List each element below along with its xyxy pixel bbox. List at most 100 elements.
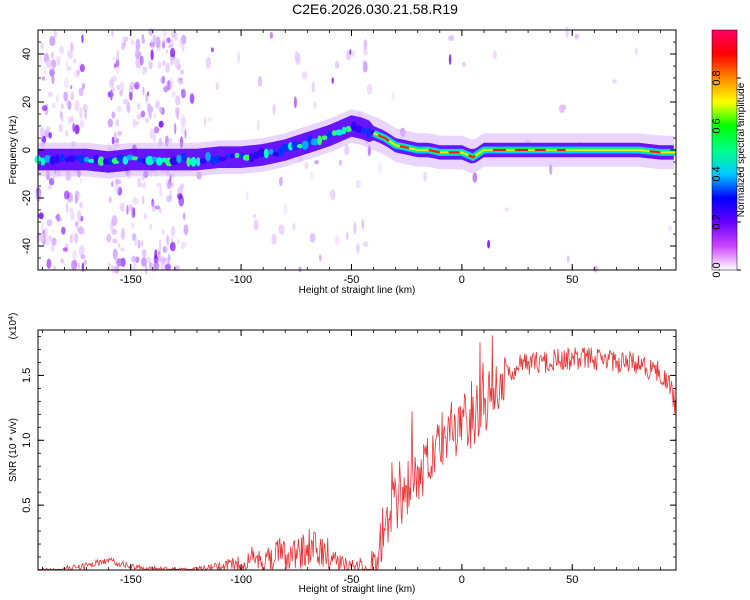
noise-speckle — [566, 255, 570, 263]
ridge-peak-segment — [468, 154, 476, 159]
noise-speckle — [112, 238, 118, 244]
noise-speckle — [166, 234, 170, 246]
noise-speckle — [174, 58, 181, 70]
spectrogram-x-axis-title: Height of straight line (km) — [299, 285, 416, 296]
colorbar: 0.0 0.2 0.4 0.6 0.8 Normalized spectral ampl… — [711, 29, 747, 278]
noise-speckle — [461, 61, 466, 67]
noise-speckle — [184, 129, 187, 139]
noise-speckle — [159, 185, 163, 198]
noise-speckle — [109, 78, 115, 88]
noise-speckle — [309, 232, 316, 243]
noise-speckle — [141, 175, 145, 181]
colorbar-tick-label: 0.0 — [711, 262, 723, 277]
noise-speckle — [110, 181, 114, 187]
noise-speckle — [149, 106, 154, 113]
noise-speckle — [161, 75, 165, 85]
noise-speckle — [83, 259, 88, 265]
noise-speckle — [159, 78, 163, 83]
noise-speckle — [612, 79, 617, 84]
noise-speckle — [362, 58, 366, 68]
noise-speckle — [128, 91, 133, 101]
spectrogram-y-tick-label: -20 — [21, 190, 33, 206]
noise-speckle — [38, 233, 45, 242]
noise-speckle — [162, 245, 168, 253]
noise-speckle — [170, 47, 176, 58]
noise-speckle — [65, 60, 68, 67]
ridge-blob — [186, 157, 191, 167]
spectrogram-y-tick-label: 0 — [21, 147, 33, 153]
noise-speckle — [177, 76, 180, 83]
spectrogram-y-tick-label: 40 — [21, 48, 33, 60]
noise-speckle — [170, 225, 176, 237]
noise-speckle — [487, 239, 491, 249]
noise-speckle — [69, 234, 73, 244]
ridge-blob — [210, 155, 216, 165]
noise-speckle — [111, 265, 116, 274]
ridge-blob — [116, 154, 125, 162]
noise-speckle — [79, 119, 85, 129]
noise-speckle — [107, 262, 111, 269]
noise-speckle — [139, 55, 144, 66]
noise-speckle — [355, 243, 360, 254]
noise-speckle — [45, 58, 52, 68]
noise-speckle — [126, 102, 131, 114]
spectrogram-panel: -150 -100 -50 0 50 -40 -20 0 20 40 Height of str… — [8, 26, 677, 296]
ridge-blob — [131, 156, 139, 161]
noise-speckle — [189, 93, 195, 104]
noise-speckle — [472, 172, 478, 183]
noise-speckle — [159, 106, 163, 114]
noise-speckle — [49, 235, 52, 242]
noise-speckle — [79, 106, 83, 119]
noise-speckle — [131, 255, 136, 263]
ridge-blob — [87, 158, 95, 163]
noise-speckle — [107, 118, 113, 128]
snr-y-tick-label: 0.5 — [21, 497, 33, 512]
spectral-ridge — [34, 109, 676, 179]
ridge-blob — [49, 156, 56, 165]
noise-speckle — [183, 224, 189, 236]
noise-speckle — [67, 49, 70, 56]
noise-speckle — [492, 50, 497, 60]
noise-speckle — [362, 60, 368, 73]
noise-speckle — [41, 105, 48, 112]
noise-speckle — [77, 262, 80, 269]
ridge-blob — [268, 148, 274, 155]
noise-speckle — [63, 91, 68, 102]
noise-speckle — [159, 239, 162, 250]
noise-speckle — [165, 49, 168, 54]
noise-speckle — [116, 258, 123, 267]
noise-speckle — [44, 226, 48, 238]
noise-speckle — [140, 110, 146, 118]
snr-line — [38, 335, 676, 571]
noise-speckle — [145, 256, 152, 264]
noise-speckle — [79, 64, 85, 73]
noise-speckle — [111, 215, 118, 227]
noise-speckle — [169, 242, 176, 252]
noise-speckle — [257, 75, 263, 87]
noise-speckle — [161, 41, 166, 49]
noise-speckle — [136, 102, 141, 110]
snr-frame — [37, 329, 677, 571]
ridge-blob — [196, 157, 201, 167]
ridge-blob — [366, 127, 371, 138]
noise-speckle — [46, 258, 52, 269]
ridge-blob — [218, 156, 227, 161]
ridge-blob — [55, 154, 60, 164]
ridge-blob — [310, 138, 319, 146]
noise-speckle — [137, 239, 141, 249]
noise-speckle — [179, 37, 183, 48]
noise-speckle — [257, 119, 260, 131]
ridge-peak-segment — [649, 150, 661, 154]
noise-speckle — [363, 39, 368, 50]
noise-speckle — [378, 162, 382, 174]
noise-speckle — [58, 124, 63, 132]
noise-speckle — [115, 119, 120, 127]
noise-speckle — [314, 160, 319, 165]
noise-speckle — [141, 39, 146, 44]
noise-speckle — [115, 58, 120, 68]
noise-speckle — [167, 253, 171, 266]
noise-speckle — [142, 195, 145, 205]
snr-x-tick-label: -150 — [120, 574, 142, 586]
noise-speckle — [111, 56, 118, 61]
ridge-peak-segment — [428, 148, 440, 154]
